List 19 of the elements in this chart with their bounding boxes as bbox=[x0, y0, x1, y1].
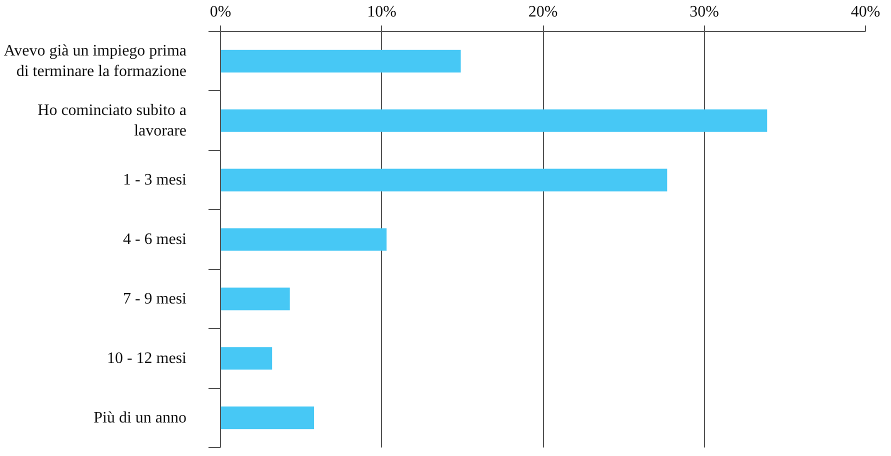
y-tick-label: 10 - 12 mesi bbox=[106, 350, 188, 367]
bar bbox=[220, 406, 314, 430]
y-tick-label: Ho cominciato subito a lavorare bbox=[38, 102, 186, 140]
x-tick-label: 10% bbox=[367, 4, 396, 20]
bar bbox=[220, 228, 387, 251]
x-tick-label: 20% bbox=[528, 4, 558, 20]
y-tick-label: 4 - 6 mesi bbox=[122, 231, 188, 248]
bar bbox=[220, 168, 668, 192]
y-tick-label: Avevo già un impiego prima di terminare la formazione bbox=[4, 42, 187, 80]
x-tick-label: 30% bbox=[690, 4, 719, 20]
y-tick-label: Più di un anno bbox=[94, 409, 186, 426]
y-tick-label: 7 - 9 mesi bbox=[122, 290, 188, 308]
bar bbox=[220, 109, 768, 132]
bar bbox=[220, 50, 461, 73]
bar bbox=[220, 347, 272, 370]
y-tick-label: 1 - 3 mesi bbox=[122, 172, 188, 189]
bar bbox=[220, 288, 290, 310]
x-tick-label: 40% bbox=[850, 4, 880, 20]
x-tick-label: 0% bbox=[210, 4, 232, 20]
